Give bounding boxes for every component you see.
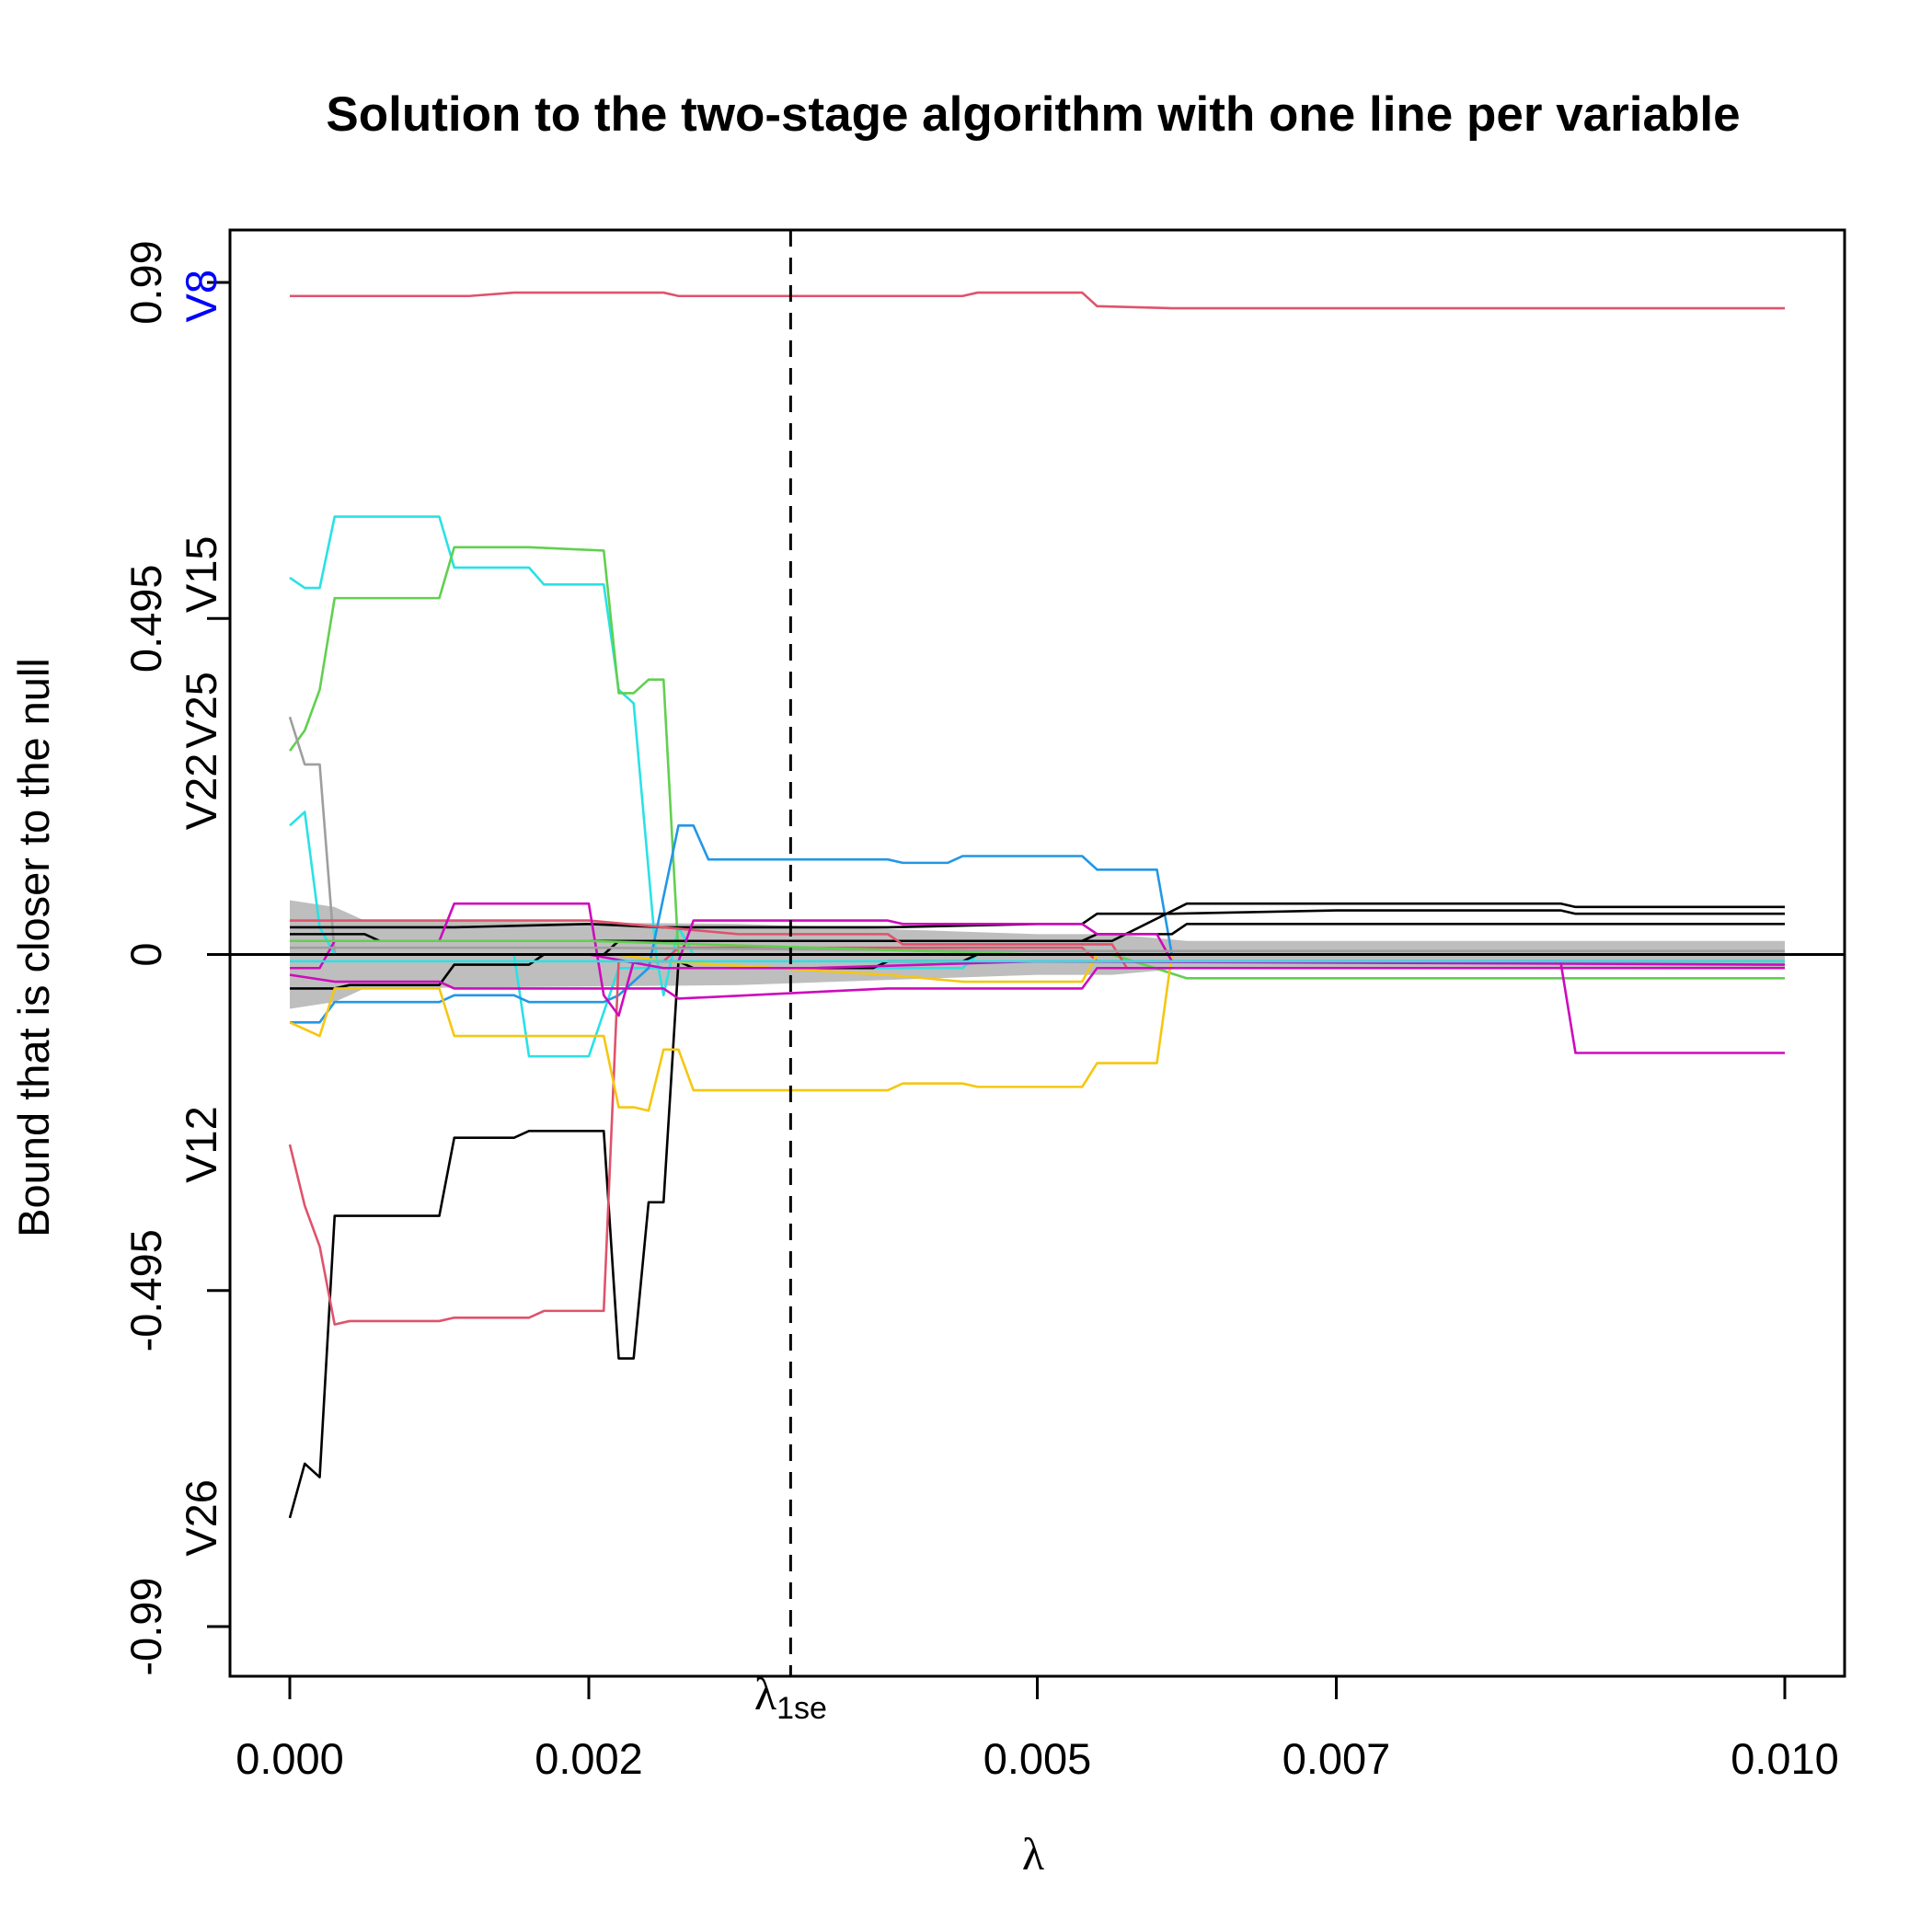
series-line-4 — [288, 716, 1785, 956]
y-tick-label: 0.495 — [121, 564, 170, 673]
series-line-5 — [289, 811, 1785, 1058]
y-tick-label: 0.99 — [121, 240, 170, 324]
series-line-3 — [288, 546, 1785, 980]
series-line-12 — [290, 919, 1785, 970]
y-axis: -0.99 -0.495 0 0.495 0.99 — [121, 240, 232, 1676]
series-line-18 — [290, 946, 1785, 953]
series-line-1 — [290, 291, 1785, 310]
series-line-15 — [290, 902, 1785, 1054]
series-line-16 — [289, 966, 1785, 1000]
y-tick-label: -0.495 — [121, 1229, 170, 1351]
series-lines — [288, 291, 1786, 1519]
lambda-1se-subscript: 1se — [776, 1691, 827, 1726]
lambda-1se-symbol: λ — [754, 1668, 776, 1719]
y-tick-label: -0.99 — [121, 1577, 170, 1675]
variable-label: V12 — [177, 1106, 225, 1183]
x-tick-label: 0.007 — [1282, 1734, 1391, 1783]
series-line-10 — [290, 902, 1785, 943]
x-tick-label: 0.000 — [236, 1734, 344, 1783]
series-line-11 — [288, 946, 1785, 1326]
x-tick-label: 0.010 — [1731, 1734, 1839, 1783]
variable-label: V26 — [177, 1479, 225, 1557]
x-tick-label: 0.005 — [983, 1734, 1092, 1783]
x-axis: 0.000 0.002 0.005 0.007 0.010 — [236, 1674, 1839, 1783]
series-line-2 — [289, 515, 1785, 997]
variable-label: V22 — [177, 753, 225, 831]
variable-label: V15 — [177, 535, 225, 613]
x-axis-label: λ — [1022, 1828, 1044, 1880]
y-tick-label: 0 — [121, 942, 170, 966]
series-line-13 — [289, 953, 1785, 1112]
chart-title: Solution to the two-stage algorithm with… — [326, 87, 1740, 142]
variable-label: V25 — [177, 672, 225, 749]
y-axis-label: Bound that is closer to the null — [9, 658, 58, 1237]
variable-label: V8 — [177, 270, 225, 323]
series-line-6 — [290, 824, 1785, 1024]
lambda-1se-label: λ1se — [754, 1668, 827, 1726]
x-tick-label: 0.002 — [535, 1734, 643, 1783]
series-line-9 — [288, 953, 1785, 1519]
